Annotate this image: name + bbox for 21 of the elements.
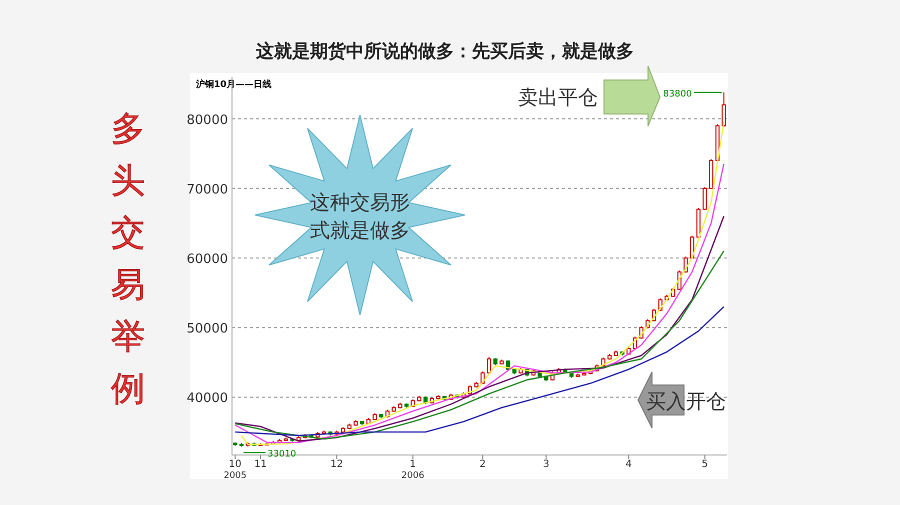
annotation: 83800 bbox=[663, 89, 692, 100]
x-tick-label: 4 bbox=[625, 459, 632, 470]
x-tick-label: 10 bbox=[228, 459, 242, 470]
text: 2006 bbox=[401, 471, 425, 481]
text: 2005 bbox=[224, 471, 247, 481]
y-tick-label: 60000 bbox=[186, 252, 228, 267]
x-tick-label: 11 bbox=[254, 459, 267, 470]
y-tick-label: 50000 bbox=[186, 322, 228, 337]
chart-title: 这就是期货中所说的做多：先买后卖，就是做多 bbox=[255, 41, 634, 62]
y-tick-label: 70000 bbox=[186, 182, 228, 198]
annotation: 这种交易形式就是做多 bbox=[310, 190, 410, 242]
x-tick-label: 3 bbox=[542, 459, 550, 470]
x-tick-label: 1 bbox=[410, 459, 416, 470]
x-tick-label: 12 bbox=[330, 459, 344, 470]
annotation: 33010 bbox=[268, 450, 296, 460]
y-tick-label: 40000 bbox=[186, 391, 228, 406]
x-tick-label: 2 bbox=[479, 459, 486, 470]
x-tick-label: 5 bbox=[702, 459, 708, 470]
text: 多头交易举例 bbox=[111, 109, 145, 409]
y-tick-label: 80000 bbox=[186, 112, 228, 128]
annotation: 卖出平仓 bbox=[518, 85, 598, 109]
